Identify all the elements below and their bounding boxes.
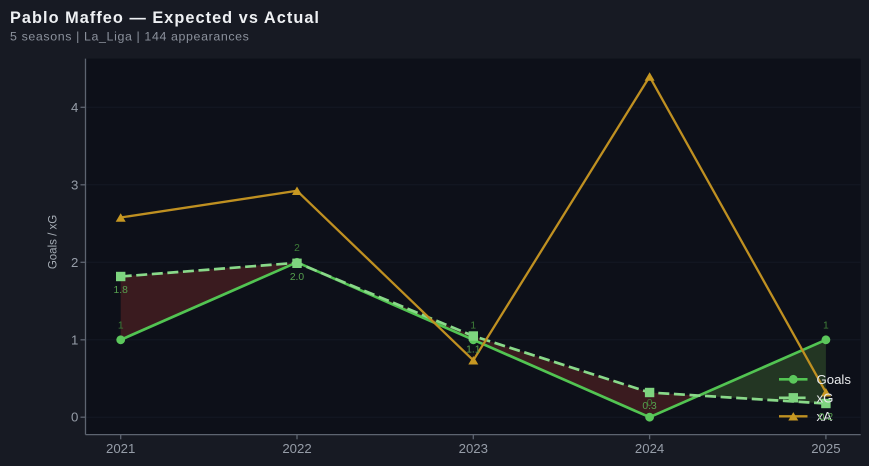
- svg-text:1: 1: [470, 321, 476, 332]
- svg-text:1: 1: [823, 321, 829, 332]
- svg-text:4: 4: [71, 100, 78, 115]
- svg-text:1: 1: [118, 321, 124, 332]
- svg-text:2023: 2023: [459, 441, 488, 456]
- svg-text:2022: 2022: [282, 441, 311, 456]
- svg-text:3: 3: [71, 177, 78, 192]
- svg-text:Pablo Maffeo — Expected vs Act: Pablo Maffeo — Expected vs Actual: [10, 9, 320, 27]
- svg-text:2: 2: [294, 243, 300, 254]
- svg-text:0.3: 0.3: [642, 401, 657, 412]
- svg-text:xG: xG: [817, 390, 834, 405]
- svg-text:0: 0: [647, 398, 653, 409]
- svg-text:Goals: Goals: [817, 372, 852, 387]
- svg-text:xA: xA: [817, 409, 833, 424]
- svg-text:2021: 2021: [106, 441, 135, 456]
- svg-text:2024: 2024: [635, 441, 664, 456]
- svg-text:Goals / xG: Goals / xG: [48, 215, 60, 269]
- svg-text:2: 2: [71, 255, 78, 270]
- svg-text:1.1: 1.1: [466, 344, 481, 355]
- svg-text:5 seasons | La_Liga | 144 appe: 5 seasons | La_Liga | 144 appearances: [10, 30, 250, 44]
- svg-text:2025: 2025: [811, 441, 840, 456]
- svg-text:0: 0: [71, 410, 78, 425]
- svg-text:0.2: 0.2: [819, 412, 834, 423]
- svg-text:1: 1: [71, 332, 78, 347]
- svg-text:1.8: 1.8: [114, 285, 129, 296]
- svg-text:2.0: 2.0: [290, 272, 305, 283]
